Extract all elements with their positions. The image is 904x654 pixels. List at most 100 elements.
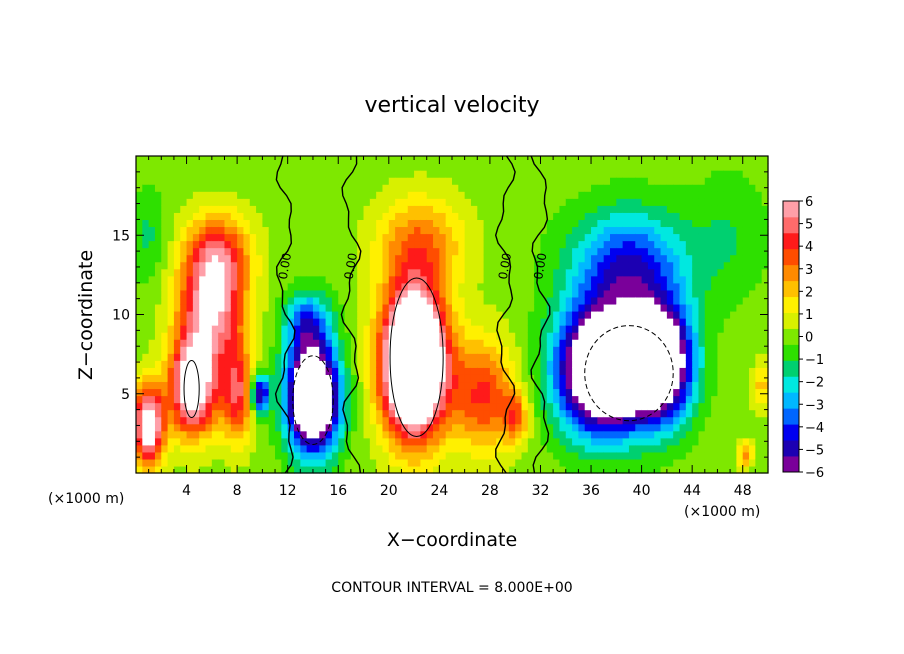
field-cell [363, 303, 371, 312]
field-cell [319, 296, 327, 305]
field-cell [230, 339, 238, 347]
field-cell [761, 282, 769, 291]
field-cell [698, 289, 706, 298]
field-cell [654, 318, 662, 326]
field-cell [635, 184, 643, 192]
field-cell [180, 296, 188, 305]
field-cell [641, 310, 649, 319]
field-cell [628, 212, 636, 220]
field-cell [401, 156, 409, 164]
field-cell [192, 381, 200, 390]
field-cell [331, 409, 339, 418]
field-cell [685, 289, 693, 298]
field-cell [704, 409, 712, 418]
field-cell [622, 395, 630, 404]
field-cell [192, 156, 200, 164]
field-cell [553, 339, 561, 347]
field-cell [154, 444, 162, 453]
field-cell [249, 423, 257, 432]
field-cell [275, 198, 282, 206]
field-cell [407, 367, 415, 375]
field-cell [717, 205, 725, 213]
field-cell [540, 310, 548, 319]
field-cell [698, 163, 706, 171]
field-cell [483, 402, 491, 411]
field-cell [445, 423, 453, 432]
field-cell [692, 282, 700, 291]
field-cell [540, 360, 548, 368]
field-cell [572, 353, 579, 361]
field-cell [565, 261, 573, 270]
field-cell [572, 212, 579, 220]
field-cell [186, 303, 194, 312]
field-cell [186, 339, 194, 347]
field-cell [477, 310, 485, 319]
field-cell [382, 156, 390, 164]
field-cell [439, 184, 447, 192]
field-cell [395, 458, 403, 467]
field-cell [407, 247, 415, 256]
field-cell [698, 318, 706, 326]
field-cell [306, 289, 314, 298]
field-cell [325, 191, 333, 199]
field-cell [635, 360, 643, 368]
field-cell [540, 163, 548, 171]
field-cell [331, 367, 339, 375]
field-cell [401, 163, 409, 171]
field-cell [407, 310, 415, 319]
field-cell [243, 444, 251, 453]
field-cell [319, 444, 327, 453]
field-cell [508, 184, 516, 192]
field-cell [154, 233, 162, 242]
field-cell [711, 310, 719, 319]
field-cell [256, 465, 263, 474]
field-cell [515, 254, 523, 263]
field-cell [268, 247, 276, 256]
field-cell [376, 465, 384, 474]
field-cell [610, 402, 617, 411]
field-cell [388, 374, 396, 383]
field-cell [325, 402, 333, 411]
field-cell [622, 296, 630, 305]
field-cell [534, 367, 542, 375]
field-cell [622, 423, 630, 432]
field-cell [610, 184, 617, 192]
field-cell [154, 184, 162, 192]
field-cell [407, 219, 415, 228]
field-cell [502, 437, 510, 446]
field-cell [559, 219, 567, 228]
field-cell [407, 444, 415, 453]
field-cell [647, 163, 655, 171]
field-cell [534, 423, 542, 432]
field-cell [470, 310, 478, 319]
field-cell [736, 346, 744, 354]
field-cell [294, 198, 301, 206]
field-cell [268, 423, 276, 432]
field-cell [407, 451, 415, 460]
field-cell [483, 339, 491, 347]
field-cell [730, 444, 737, 453]
field-cell [294, 282, 301, 291]
field-cell [205, 247, 213, 256]
field-cell [287, 219, 295, 228]
field-cell [660, 339, 668, 347]
field-cell [641, 247, 649, 256]
field-cell [294, 233, 301, 242]
field-cell [249, 325, 257, 333]
field-cell [515, 268, 523, 277]
field-cell [256, 381, 263, 390]
field-cell [306, 444, 314, 453]
field-cell [426, 388, 434, 397]
field-cell [622, 163, 630, 171]
field-cell [692, 205, 700, 213]
field-cell [666, 318, 674, 326]
field-cell [749, 163, 756, 171]
field-cell [546, 254, 554, 263]
field-cell [205, 170, 213, 178]
field-cell [730, 395, 737, 404]
downdraft-core-outline [292, 355, 334, 445]
field-cell [641, 254, 649, 263]
field-cell [237, 219, 245, 228]
field-cell [692, 289, 700, 298]
field-cell [199, 381, 207, 390]
